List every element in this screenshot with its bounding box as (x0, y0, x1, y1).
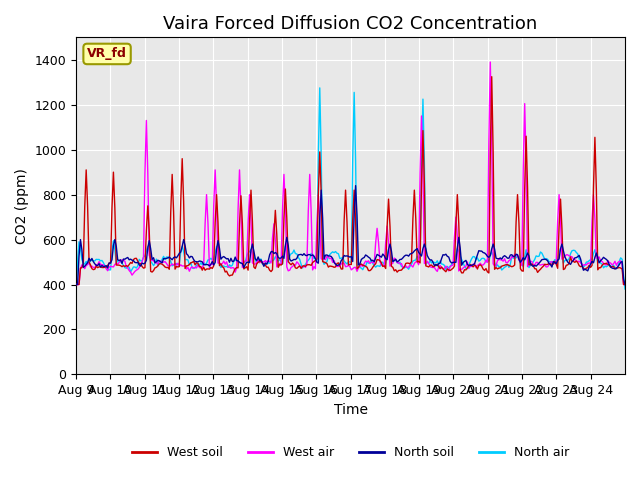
Title: Vaira Forced Diffusion CO2 Concentration: Vaira Forced Diffusion CO2 Concentration (163, 15, 538, 33)
Y-axis label: CO2 (ppm): CO2 (ppm) (15, 168, 29, 244)
Legend: West soil, West air, North soil, North air: West soil, West air, North soil, North a… (127, 441, 574, 464)
Text: VR_fd: VR_fd (87, 48, 127, 60)
X-axis label: Time: Time (333, 403, 367, 417)
